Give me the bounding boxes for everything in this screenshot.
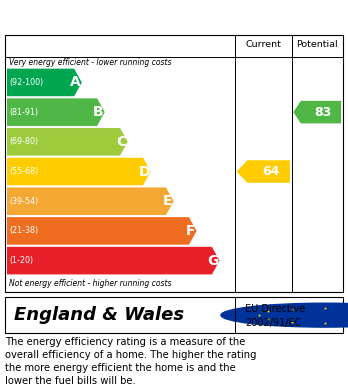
Text: England & Wales: England & Wales (14, 306, 184, 324)
Polygon shape (7, 69, 82, 96)
Polygon shape (7, 98, 105, 126)
Text: E: E (163, 194, 172, 208)
Text: C: C (116, 135, 127, 149)
Text: (55-68): (55-68) (10, 167, 39, 176)
Text: Current: Current (245, 40, 281, 49)
Text: EU Directive: EU Directive (245, 304, 306, 314)
Text: D: D (139, 165, 150, 179)
Text: 64: 64 (263, 165, 280, 178)
Text: (39-54): (39-54) (10, 197, 39, 206)
Text: The energy efficiency rating is a measure of the
overall efficiency of a home. T: The energy efficiency rating is a measur… (5, 337, 257, 386)
Text: G: G (208, 254, 219, 267)
Polygon shape (7, 217, 197, 245)
Text: (81-91): (81-91) (10, 108, 39, 117)
Text: A: A (70, 75, 81, 90)
Text: (1-20): (1-20) (10, 256, 34, 265)
Text: (21-38): (21-38) (10, 226, 39, 235)
Text: Energy Efficiency Rating: Energy Efficiency Rating (10, 10, 220, 25)
Text: Very energy efficient - lower running costs: Very energy efficient - lower running co… (9, 58, 171, 67)
Text: 2002/91/EC: 2002/91/EC (245, 318, 302, 328)
Text: (92-100): (92-100) (10, 78, 44, 87)
Text: Potential: Potential (296, 40, 338, 49)
Text: B: B (93, 105, 104, 119)
Polygon shape (293, 101, 341, 124)
Polygon shape (7, 128, 128, 156)
Polygon shape (237, 160, 290, 183)
Polygon shape (7, 247, 220, 274)
Text: F: F (185, 224, 195, 238)
Polygon shape (7, 158, 151, 185)
Polygon shape (7, 187, 174, 215)
Text: Not energy efficient - higher running costs: Not energy efficient - higher running co… (9, 279, 171, 288)
Text: (69-80): (69-80) (10, 137, 39, 146)
Circle shape (221, 303, 348, 327)
Text: 83: 83 (314, 106, 331, 118)
